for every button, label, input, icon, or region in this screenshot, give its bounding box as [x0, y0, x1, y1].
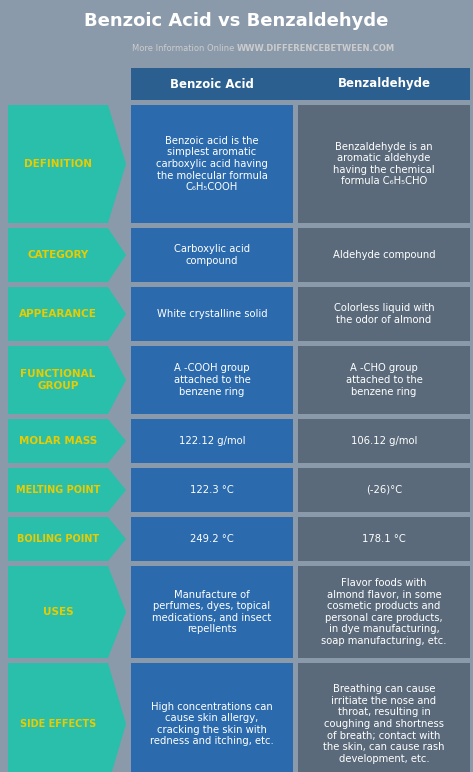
- Text: Carboxylic acid
compound: Carboxylic acid compound: [174, 244, 250, 266]
- Bar: [131, 663, 293, 772]
- Polygon shape: [8, 468, 126, 512]
- Bar: [298, 663, 470, 772]
- Text: Benzoic acid is the
simplest aromatic
carboxylic acid having
the molecular formu: Benzoic acid is the simplest aromatic ca…: [156, 136, 268, 192]
- Polygon shape: [8, 566, 126, 658]
- Polygon shape: [8, 346, 126, 414]
- Polygon shape: [8, 517, 126, 561]
- Text: A -COOH group
attached to the
benzene ring: A -COOH group attached to the benzene ri…: [174, 364, 250, 397]
- Text: DEFINITION: DEFINITION: [24, 159, 92, 169]
- Text: 122.12 g/mol: 122.12 g/mol: [179, 436, 245, 446]
- Text: BOILING POINT: BOILING POINT: [17, 534, 99, 544]
- Text: WWW.DIFFERENCEBETWEEN.COM: WWW.DIFFERENCEBETWEEN.COM: [236, 44, 394, 53]
- Bar: [131, 419, 293, 463]
- Text: A -CHO group
attached to the
benzene ring: A -CHO group attached to the benzene rin…: [346, 364, 422, 397]
- Bar: [131, 228, 293, 282]
- Bar: [298, 566, 470, 658]
- Text: Benzaldehyde: Benzaldehyde: [338, 77, 430, 90]
- Text: SIDE EFFECTS: SIDE EFFECTS: [20, 719, 96, 729]
- Text: High concentrations can
cause skin allergy,
cracking the skin with
redness and i: High concentrations can cause skin aller…: [150, 702, 274, 747]
- Bar: [298, 287, 470, 341]
- Bar: [298, 105, 470, 223]
- Text: Manufacture of
perfumes, dyes, topical
medications, and insect
repellents: Manufacture of perfumes, dyes, topical m…: [152, 590, 272, 635]
- Text: 178.1 °C: 178.1 °C: [362, 534, 406, 544]
- Bar: [131, 468, 293, 512]
- Polygon shape: [8, 287, 126, 341]
- Polygon shape: [8, 419, 126, 463]
- Bar: [131, 68, 470, 100]
- Text: Benzaldehyde is an
aromatic aldehyde
having the chemical
formula C₆H₅CHO: Benzaldehyde is an aromatic aldehyde hav…: [333, 141, 435, 186]
- Bar: [131, 105, 293, 223]
- Bar: [298, 228, 470, 282]
- Text: Benzoic Acid vs Benzaldehyde: Benzoic Acid vs Benzaldehyde: [84, 12, 389, 30]
- Bar: [131, 287, 293, 341]
- Text: USES: USES: [43, 607, 73, 617]
- Bar: [131, 566, 293, 658]
- Bar: [131, 517, 293, 561]
- Text: Benzoic Acid: Benzoic Acid: [170, 77, 254, 90]
- Text: APPEARANCE: APPEARANCE: [19, 309, 97, 319]
- Text: White crystalline solid: White crystalline solid: [157, 309, 267, 319]
- Polygon shape: [8, 228, 126, 282]
- Bar: [298, 419, 470, 463]
- Bar: [298, 517, 470, 561]
- Bar: [298, 346, 470, 414]
- Text: MOLAR MASS: MOLAR MASS: [19, 436, 97, 446]
- Text: More Information Online: More Information Online: [131, 44, 236, 53]
- Text: Flavor foods with
almond flavor, in some
cosmetic products and
personal care pro: Flavor foods with almond flavor, in some…: [321, 578, 447, 646]
- Text: FUNCTIONAL
GROUP: FUNCTIONAL GROUP: [20, 369, 96, 391]
- Bar: [298, 468, 470, 512]
- Text: Aldehyde compound: Aldehyde compound: [333, 250, 435, 260]
- Text: 249.2 °C: 249.2 °C: [190, 534, 234, 544]
- Text: 106.12 g/mol: 106.12 g/mol: [351, 436, 417, 446]
- Text: Breathing can cause
irritiate the nose and
throat, resulting in
coughing and sho: Breathing can cause irritiate the nose a…: [323, 684, 445, 764]
- Polygon shape: [8, 663, 126, 772]
- Polygon shape: [8, 105, 126, 223]
- Text: MELTING POINT: MELTING POINT: [16, 485, 100, 495]
- Text: (-26)°C: (-26)°C: [366, 485, 402, 495]
- Text: CATEGORY: CATEGORY: [27, 250, 88, 260]
- Text: 122.3 °C: 122.3 °C: [190, 485, 234, 495]
- Text: Colorless liquid with
the odor of almond: Colorless liquid with the odor of almond: [333, 303, 434, 325]
- Bar: [131, 346, 293, 414]
